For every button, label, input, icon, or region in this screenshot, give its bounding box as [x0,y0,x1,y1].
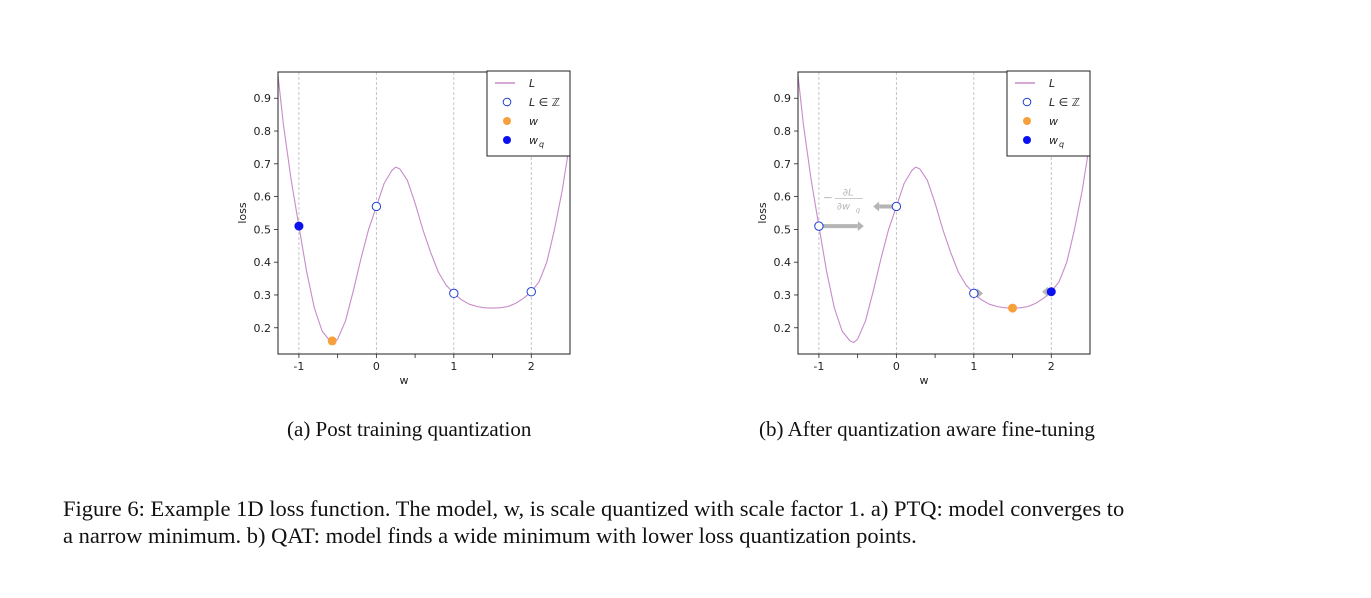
figure-caption: Figure 6: Example 1D loss function. The … [63,495,1323,549]
legend-label: L ∈ ℤ [1049,96,1080,109]
integer-point [814,221,824,231]
y-tick-label: 0.6 [254,191,272,204]
y-tick-label: 0.2 [254,322,272,335]
y-tick-label: 0.5 [254,223,272,236]
y-axis-label: loss [756,202,769,224]
legend-filled-circle-icon [503,136,511,144]
y-tick-label: 0.6 [774,191,792,204]
x-tick-label: -1 [813,360,824,373]
legend-label: w [1049,134,1058,147]
integer-point [449,288,459,299]
gradient-arrow-head [1041,286,1048,297]
axes-frame [797,71,1091,355]
integer-point [891,201,902,212]
integer-point [371,201,382,212]
y-tick-label: 0.7 [254,158,272,171]
w-point [1008,303,1018,313]
legend-label: L [1049,77,1055,90]
loss-curve [278,75,570,344]
legend-label-sub: q [1059,140,1064,149]
y-tick-label: 0.4 [774,256,792,269]
y-tick-label: 0.5 [774,223,792,236]
y-tick-label: 0.2 [774,322,792,335]
y-tick-label: 0.3 [254,289,272,302]
x-tick-label: 2 [1048,360,1055,373]
x-tick-label: 1 [970,360,977,373]
gradient-arrow-head [857,221,864,232]
gradient-annotation: − ∂L ∂w q [823,188,863,215]
legend-filled-circle-icon [1023,117,1031,125]
legend-open-circle-icon [1022,97,1032,107]
legend-filled-circle-icon [503,117,511,125]
axes-frame [277,71,571,355]
y-tick-label: 0.4 [254,256,272,269]
x-tick-label: 0 [893,360,900,373]
y-tick-label: 0.3 [774,289,792,302]
legend-box [1006,70,1091,157]
x-tick-label: 2 [528,360,535,373]
legend-box [486,70,571,157]
legend-label: w [529,115,538,128]
caption-line-1: Figure 6: Example 1D loss function. The … [63,496,1125,521]
legend-label: L [529,77,535,90]
x-tick-label: 0 [373,360,380,373]
integer-point [526,286,536,297]
y-tick-label: 0.9 [254,92,272,105]
annotation-numerator: ∂L [843,188,854,199]
annotation-denominator: ∂w [837,202,851,213]
wq-point [1046,287,1056,297]
gradient-arrow-head [977,288,984,299]
subcaption-b: (b) After quantization aware fine-tuning [759,417,1095,441]
x-axis-label: w [400,374,409,387]
annotation-minus: − [823,191,833,205]
integer-point [969,288,979,299]
caption-line-2: a narrow minimum. b) QAT: model finds a … [63,523,917,548]
gradient-arrow-head [873,201,880,212]
plot-quantization-aware-finetuning: − ∂L ∂w q 0.2 0.3 0.4 0.5 0.6 0.7 0.8 0.9 -1 0 1 2 w loss… [756,70,1091,387]
legend-label: w [529,134,538,147]
y-tick-label: 0.8 [774,125,792,138]
plot-post-training-quantization: 0.2 0.3 0.4 0.5 0.6 0.7 0.8 0.9 -1 0 1 2 w loss L L ∈ ℤ… [236,70,571,387]
annotation-denominator-sub: q [856,207,861,215]
subcaption-a: (a) Post training quantization [287,417,532,441]
w-point [327,336,337,346]
legend-filled-circle-icon [1023,136,1031,144]
legend: LL ∈ ℤww q [1006,70,1091,157]
legend-label-sub: q [539,140,544,149]
x-axis-label: w [920,374,929,387]
legend-label: w [1049,115,1058,128]
y-axis-label: loss [236,202,249,224]
x-tick-label: -1 [293,360,304,373]
y-tick-label: 0.8 [254,125,272,138]
loss-curve [798,75,1090,344]
legend: LL ∈ ℤww q [486,70,571,157]
y-tick-label: 0.7 [774,158,792,171]
y-tick-label: 0.9 [774,92,792,105]
legend-open-circle-icon [502,97,512,107]
legend-label: L ∈ ℤ [529,96,560,109]
x-tick-label: 1 [450,360,457,373]
wq-point [294,221,304,231]
